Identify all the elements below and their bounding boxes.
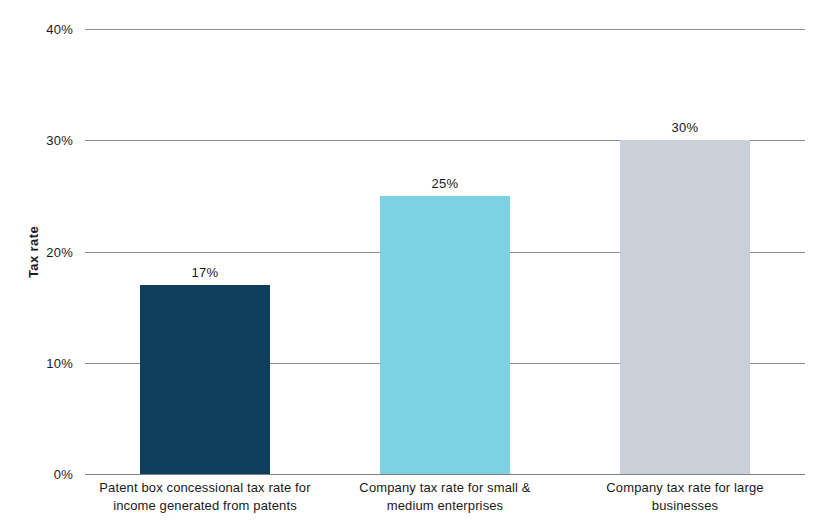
y-tick-label: 40% (0, 22, 73, 37)
y-tick-label: 20% (0, 245, 73, 260)
gridline (85, 29, 805, 30)
category-label: Patent box concessional tax rate for inc… (85, 479, 325, 515)
bar (620, 140, 750, 474)
bar-value-label: 17% (140, 265, 270, 281)
bar (140, 285, 270, 474)
bar (380, 196, 510, 474)
category-label: Company tax rate for large businesses (565, 479, 805, 515)
y-tick-label: 0% (0, 467, 73, 482)
bar-chart: Tax rate 0%10%20%30%40%17%Patent box con… (0, 0, 834, 528)
bar-value-label: 30% (620, 120, 750, 136)
y-tick-label: 30% (0, 133, 73, 148)
y-tick-label: 10% (0, 356, 73, 371)
x-axis-line (85, 474, 805, 475)
bar-value-label: 25% (380, 176, 510, 192)
category-label: Company tax rate for small & medium ente… (325, 479, 565, 515)
